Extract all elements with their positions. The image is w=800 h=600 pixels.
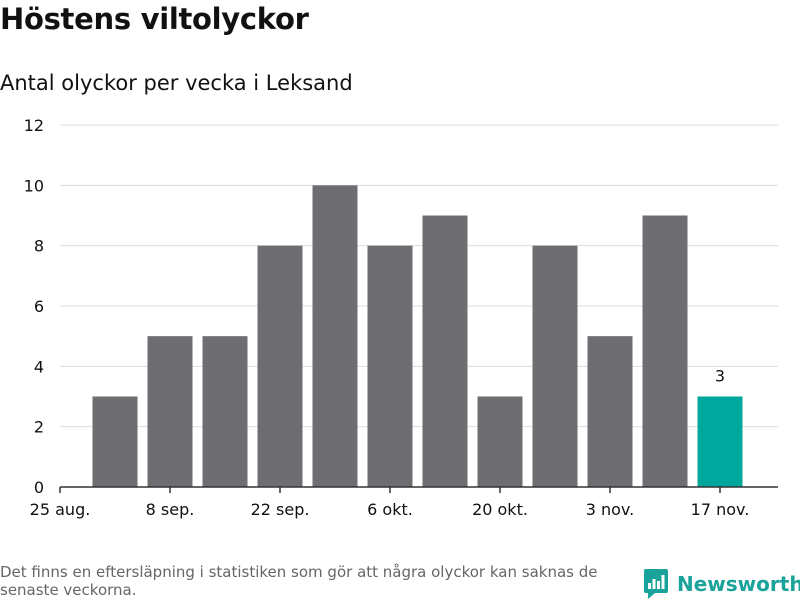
y-tick-label: 8 <box>34 237 44 256</box>
x-tick-label: 17 nov. <box>691 500 750 519</box>
x-tick-label: 20 okt. <box>472 500 528 519</box>
x-tick-label: 22 sep. <box>251 500 310 519</box>
y-tick-label: 10 <box>24 176 44 195</box>
brand-logo[interactable]: Newsworthy <box>643 568 800 600</box>
chart-subtitle: Antal olyckor per vecka i Leksand <box>0 71 353 95</box>
y-tick-label: 6 <box>34 297 44 316</box>
y-tick-label: 2 <box>34 418 44 437</box>
x-tick-label: 3 nov. <box>586 500 635 519</box>
chart-title: Höstens viltolyckor <box>0 2 309 36</box>
y-tick-label: 4 <box>34 357 44 376</box>
bar <box>367 245 413 487</box>
bar <box>422 215 468 487</box>
bar <box>257 245 303 487</box>
newsworthy-logo-icon <box>644 569 668 599</box>
bar <box>477 396 523 487</box>
brand-name: Newsworthy <box>677 572 800 596</box>
y-tick-label: 0 <box>34 478 44 497</box>
x-tick-label: 25 aug. <box>30 500 91 519</box>
x-tick-label: 8 sep. <box>146 500 195 519</box>
bar <box>147 336 193 487</box>
bar <box>532 245 578 487</box>
bar <box>642 215 688 487</box>
bar <box>92 396 138 487</box>
bar-chart: 0 2 4 6 8 10 12 3 25 aug. 8 sep. 22 sep. 6 okt. 20 o… <box>24 116 778 519</box>
y-tick-label: 12 <box>24 116 44 135</box>
x-tick-label: 6 okt. <box>367 500 413 519</box>
data-label: 3 <box>715 367 725 386</box>
bar <box>312 185 358 488</box>
bar <box>587 336 633 487</box>
bar-highlight <box>697 396 743 487</box>
bar <box>202 336 248 487</box>
footnote: Det finns en eftersläpning i statistiken… <box>0 563 598 599</box>
